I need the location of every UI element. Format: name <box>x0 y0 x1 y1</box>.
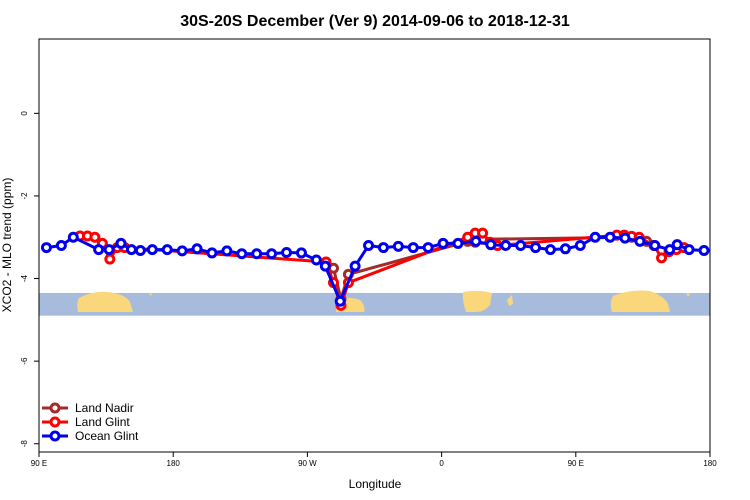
data-point-ocean-glint <box>67 231 79 243</box>
y-tick-label: -8 <box>20 440 29 448</box>
y-tick-label: -4 <box>20 274 29 282</box>
data-point-ocean-glint <box>40 242 52 254</box>
data-point-ocean-glint <box>619 232 631 244</box>
data-point-ocean-glint <box>574 240 586 251</box>
data-point-ocean-glint <box>146 244 158 256</box>
data-point-land-glint <box>104 253 116 265</box>
data-point-ocean-glint <box>664 244 676 256</box>
data-point-ocean-glint <box>310 254 322 266</box>
data-point-ocean-glint <box>266 248 278 260</box>
data-point-ocean-glint <box>295 247 307 259</box>
data-point-ocean-glint <box>281 247 293 259</box>
data-point-ocean-glint <box>544 244 556 256</box>
data-point-ocean-glint <box>470 235 482 247</box>
data-point-ocean-glint <box>485 239 497 251</box>
series-layer <box>40 227 710 311</box>
data-point-ocean-glint <box>334 295 346 307</box>
map-ocean-band <box>39 292 710 316</box>
y-tick-label: 0 <box>20 111 29 116</box>
data-point-ocean-glint <box>649 240 661 251</box>
data-point-ocean-glint <box>319 260 331 272</box>
data-point-land-glint <box>656 252 668 264</box>
series-ocean-glint <box>40 231 710 307</box>
data-point-ocean-glint <box>392 240 404 252</box>
data-point-land-glint <box>477 227 489 239</box>
x-tick-label: 180 <box>167 459 181 468</box>
data-point-ocean-glint <box>698 244 710 256</box>
data-point-ocean-glint <box>236 248 248 260</box>
legend-marker-land-glint <box>49 416 61 428</box>
data-point-ocean-glint <box>589 231 601 243</box>
data-point-ocean-glint <box>437 237 449 249</box>
data-point-ocean-glint <box>134 244 146 256</box>
data-point-ocean-glint <box>363 240 375 251</box>
data-point-ocean-glint <box>349 260 361 272</box>
data-point-ocean-glint <box>206 247 218 259</box>
legend-label-land-glint: Land Glint <box>75 415 130 429</box>
data-point-ocean-glint <box>103 244 115 256</box>
map-land-shape <box>507 295 513 306</box>
x-tick-label: 90 E <box>568 459 584 468</box>
data-point-ocean-glint <box>671 239 683 251</box>
y-tick-label: -6 <box>20 357 29 365</box>
chart-title: 30S-20S December (Ver 9) 2014-09-06 to 2… <box>180 13 570 30</box>
map-land-shape <box>610 290 670 312</box>
plot-frame <box>38 38 711 453</box>
data-point-ocean-glint <box>377 242 389 254</box>
data-point-ocean-glint <box>515 240 527 251</box>
data-point-ocean-glint <box>634 235 646 247</box>
legend-marker-ocean-glint <box>49 430 61 442</box>
legend-label-land-nadir: Land Nadir <box>75 401 134 415</box>
data-point-ocean-glint <box>604 231 616 243</box>
data-point-ocean-glint <box>161 244 173 256</box>
x-tick-label: 90 E <box>31 459 47 468</box>
data-point-ocean-glint <box>251 248 263 260</box>
x-axis: 90 E 180 90 W 0 90 E 180 <box>31 452 717 468</box>
map-land-shape <box>77 291 133 312</box>
data-point-ocean-glint <box>683 244 695 256</box>
legend: Land Nadir Land Glint Ocean Glint <box>42 401 139 443</box>
y-tick-label: -2 <box>20 192 29 200</box>
data-point-ocean-glint <box>176 245 188 257</box>
series-line-ocean-glint <box>46 235 705 303</box>
data-point-ocean-glint <box>191 243 203 255</box>
data-point-ocean-glint <box>115 237 127 249</box>
data-point-ocean-glint <box>559 243 571 255</box>
legend-label-ocean-glint: Ocean Glint <box>75 429 139 443</box>
data-point-land-glint <box>89 231 101 243</box>
data-point-ocean-glint <box>530 242 542 254</box>
x-axis-label: Longitude <box>349 477 402 491</box>
data-point-ocean-glint <box>452 237 464 249</box>
map-strip <box>39 290 710 316</box>
y-axis-label: XCO2 - MLO trend (ppm) <box>0 178 14 313</box>
x-tick-label: 180 <box>703 459 717 468</box>
map-land-shape <box>462 290 492 312</box>
map-land-shape <box>149 293 152 296</box>
data-point-ocean-glint <box>407 242 419 254</box>
data-point-ocean-glint <box>125 244 137 256</box>
map-land-shape <box>686 293 690 297</box>
data-point-ocean-glint <box>422 242 434 254</box>
x-tick-label: 0 <box>439 459 444 468</box>
data-point-ocean-glint <box>55 240 67 251</box>
y-axis: 0 -2 -4 -6 -8 <box>20 111 39 448</box>
data-point-ocean-glint <box>500 240 512 251</box>
legend-marker-land-nadir <box>49 402 61 414</box>
data-point-ocean-glint <box>93 244 105 256</box>
data-point-ocean-glint <box>221 245 233 257</box>
x-tick-label: 90 W <box>298 459 317 468</box>
